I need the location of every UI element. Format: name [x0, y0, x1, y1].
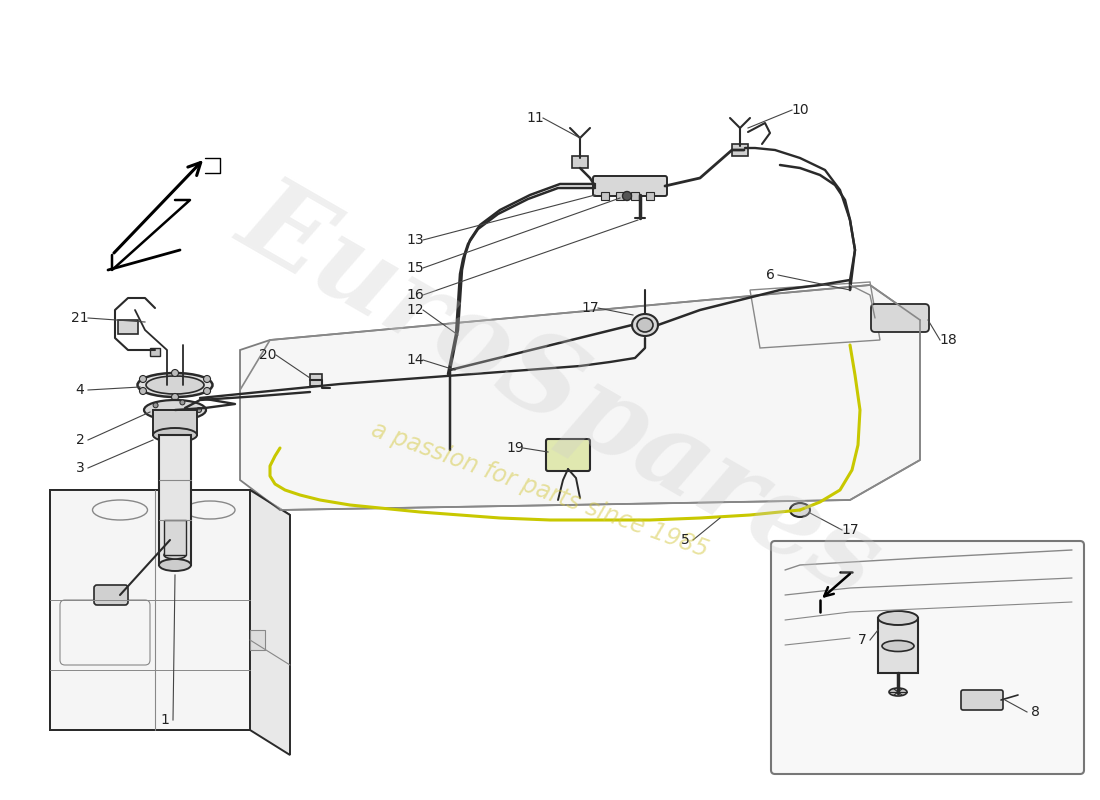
Text: EuroSpares: EuroSpares	[221, 163, 899, 617]
Bar	[732, 144, 748, 156]
Text: 11: 11	[526, 111, 543, 125]
Text: 21: 21	[72, 311, 89, 325]
Bar	[250, 630, 265, 650]
Ellipse shape	[153, 428, 197, 442]
Ellipse shape	[878, 611, 918, 625]
Circle shape	[140, 387, 146, 394]
Text: 3: 3	[76, 461, 85, 475]
Ellipse shape	[160, 559, 191, 571]
Ellipse shape	[632, 314, 658, 336]
Text: 14: 14	[406, 353, 424, 367]
Polygon shape	[164, 520, 186, 555]
Ellipse shape	[882, 641, 914, 651]
Circle shape	[204, 375, 210, 382]
Text: 10: 10	[791, 103, 808, 117]
Circle shape	[180, 415, 185, 420]
Circle shape	[153, 412, 158, 418]
Text: 13: 13	[406, 233, 424, 247]
Polygon shape	[50, 490, 250, 730]
Ellipse shape	[637, 318, 653, 332]
Text: 18: 18	[939, 333, 957, 347]
Ellipse shape	[146, 376, 204, 394]
Text: 15: 15	[406, 261, 424, 275]
Polygon shape	[153, 410, 197, 435]
Polygon shape	[240, 285, 920, 510]
Text: 8: 8	[1031, 705, 1040, 719]
Text: 16: 16	[406, 288, 424, 302]
Ellipse shape	[790, 503, 810, 517]
Circle shape	[153, 402, 158, 408]
Circle shape	[172, 394, 178, 401]
Ellipse shape	[889, 688, 908, 696]
Bar	[118, 320, 138, 334]
Ellipse shape	[138, 373, 212, 397]
Circle shape	[197, 407, 201, 413]
Bar	[601, 192, 609, 200]
FancyBboxPatch shape	[593, 176, 667, 196]
Text: a passion for parts since 1985: a passion for parts since 1985	[368, 418, 712, 562]
Text: 5: 5	[681, 533, 690, 547]
Bar	[631, 192, 639, 200]
Bar	[646, 192, 654, 200]
Text: 12: 12	[406, 303, 424, 317]
Bar	[150, 348, 160, 356]
Bar	[572, 156, 588, 168]
Text: 19: 19	[506, 441, 524, 455]
Text: 17: 17	[842, 523, 859, 537]
Circle shape	[140, 375, 146, 382]
Circle shape	[172, 370, 178, 377]
Text: 1: 1	[161, 713, 169, 727]
Circle shape	[180, 400, 185, 405]
Ellipse shape	[164, 551, 186, 559]
Text: 7: 7	[858, 633, 867, 647]
Text: 4: 4	[76, 383, 85, 397]
Polygon shape	[250, 490, 290, 755]
Text: 17: 17	[581, 301, 598, 315]
Polygon shape	[878, 618, 918, 673]
Ellipse shape	[144, 400, 206, 420]
Circle shape	[204, 387, 210, 394]
Bar	[310, 374, 322, 386]
FancyBboxPatch shape	[961, 690, 1003, 710]
Text: 6: 6	[766, 268, 774, 282]
FancyBboxPatch shape	[771, 541, 1084, 774]
FancyBboxPatch shape	[94, 585, 128, 605]
Text: 20: 20	[260, 348, 277, 362]
FancyBboxPatch shape	[871, 304, 930, 332]
Polygon shape	[160, 435, 191, 565]
Text: 2: 2	[76, 433, 85, 447]
Polygon shape	[50, 490, 290, 515]
Circle shape	[623, 191, 631, 201]
Bar	[616, 192, 624, 200]
FancyBboxPatch shape	[546, 439, 590, 471]
